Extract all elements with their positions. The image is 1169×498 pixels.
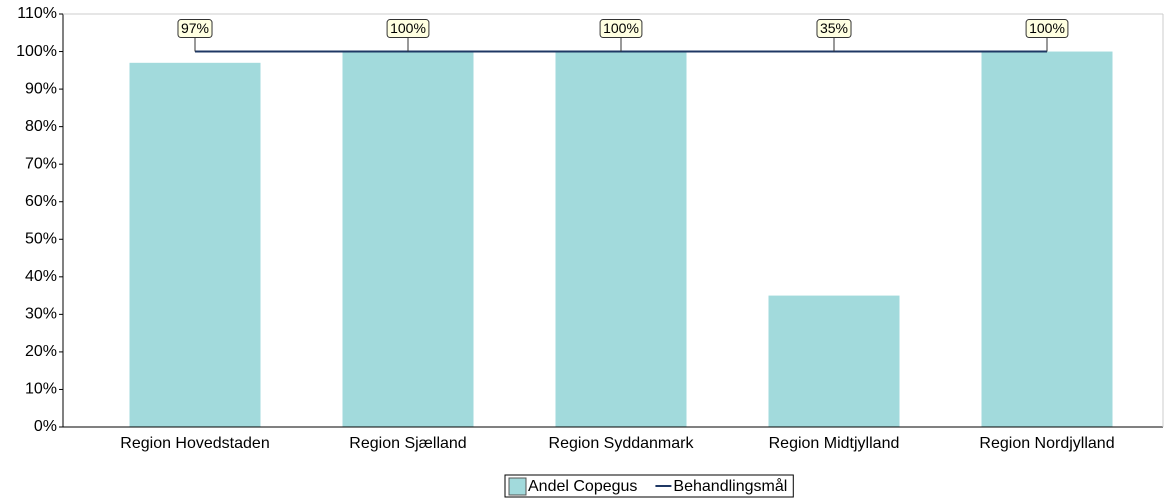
value-label-text: 100% bbox=[1029, 20, 1065, 36]
value-label-text: 100% bbox=[390, 20, 426, 36]
value-label-box bbox=[599, 19, 643, 39]
legend-frame bbox=[504, 474, 794, 498]
y-tick-label: 50% bbox=[25, 230, 57, 247]
value-label: 97% bbox=[177, 19, 213, 39]
value-label-box bbox=[386, 19, 430, 39]
bar bbox=[981, 51, 1113, 427]
value-label: 100% bbox=[599, 19, 643, 39]
x-tick-label: Region Nordjylland bbox=[979, 435, 1114, 452]
legend-label: Behandlingsmål bbox=[673, 477, 787, 495]
value-label-box bbox=[1025, 19, 1069, 39]
bar bbox=[555, 51, 687, 427]
value-label: 100% bbox=[1025, 19, 1069, 39]
value-label-text: 100% bbox=[603, 20, 639, 36]
y-tick-label: 90% bbox=[25, 80, 57, 97]
x-tick-label: Region Syddanmark bbox=[549, 435, 695, 452]
y-tick-label: 100% bbox=[16, 43, 57, 60]
value-label-text: 35% bbox=[820, 20, 848, 36]
value-label-box bbox=[816, 19, 852, 39]
value-label-text: 97% bbox=[181, 20, 209, 36]
y-tick-label: 110% bbox=[17, 5, 57, 22]
legend-label: Andel Copegus bbox=[528, 478, 637, 495]
y-tick-label: 80% bbox=[25, 118, 57, 135]
value-label-box bbox=[177, 19, 213, 39]
x-tick-label: Region Midtjylland bbox=[769, 435, 900, 452]
x-tick-label: Region Hovedstaden bbox=[120, 435, 269, 452]
bar bbox=[342, 51, 474, 427]
y-tick-label: 20% bbox=[25, 343, 57, 360]
x-tick-label: Region Sjælland bbox=[349, 435, 466, 452]
y-tick-label: 40% bbox=[25, 268, 57, 285]
y-tick-label: 0% bbox=[34, 418, 57, 435]
bar bbox=[768, 295, 900, 427]
y-tick-label: 60% bbox=[25, 193, 57, 210]
value-label: 35% bbox=[816, 19, 852, 39]
bar bbox=[129, 62, 261, 428]
value-label: 100% bbox=[386, 19, 430, 39]
y-tick-label: 70% bbox=[25, 155, 57, 172]
legend-swatch bbox=[508, 477, 527, 496]
legend: Andel Copegus Behandlingsmål bbox=[504, 474, 794, 498]
y-tick-label: 30% bbox=[25, 306, 57, 323]
y-tick-label: 10% bbox=[25, 381, 57, 398]
